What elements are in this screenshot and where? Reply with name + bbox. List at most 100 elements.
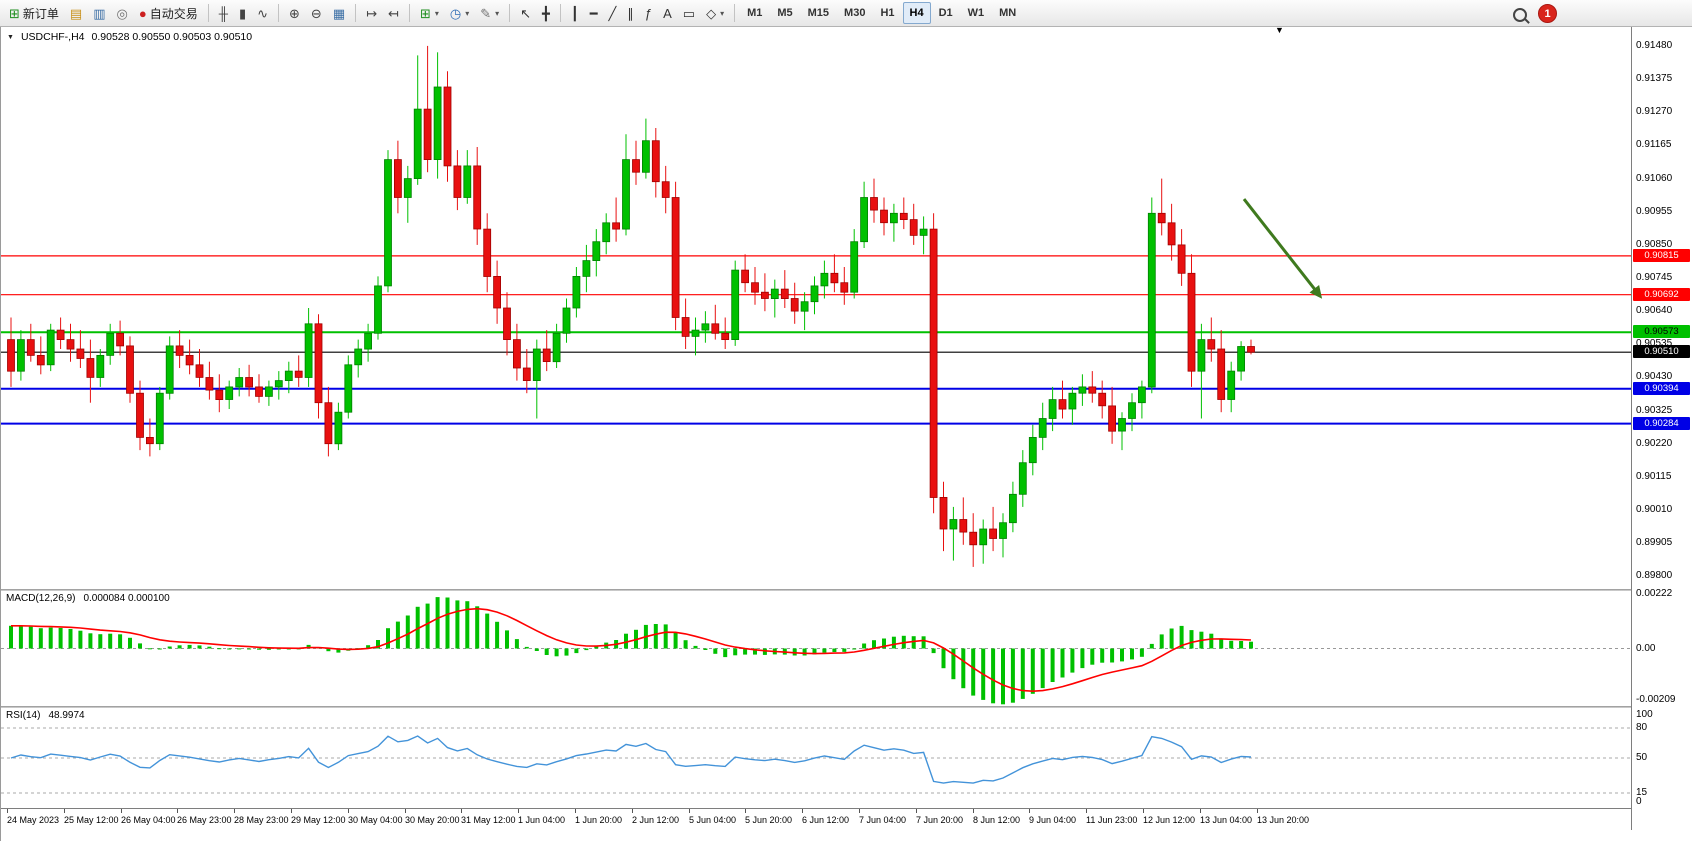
- horizontal-line-icon: ━: [589, 5, 598, 21]
- zoom-out-button[interactable]: ⊖: [306, 1, 327, 25]
- price-line-badge: 0.90692: [1633, 288, 1690, 301]
- profiles-icon: ▤: [69, 5, 83, 21]
- bar-chart-button[interactable]: ╫: [214, 1, 233, 25]
- new-order-button[interactable]: ⊞ 新订单: [4, 1, 64, 25]
- panel-divider[interactable]: [1, 706, 1692, 708]
- label-button[interactable]: ▭: [678, 1, 700, 25]
- timeframe-h4-button[interactable]: H4: [902, 2, 931, 24]
- price-axis-label: 0.91375: [1636, 73, 1673, 84]
- template-button[interactable]: ✎ ▾: [475, 1, 504, 25]
- search-button[interactable]: [1508, 3, 1532, 27]
- tile-windows-button[interactable]: ▦: [328, 1, 350, 25]
- horizontal-price-lines[interactable]: [1, 255, 1631, 425]
- time-axis-label: 2 Jun 12:00: [632, 815, 680, 825]
- zoom-in-icon: ⊕: [289, 5, 300, 21]
- tile-windows-icon: ▦: [332, 5, 346, 21]
- time-tick: [632, 809, 633, 813]
- macd-name: MACD(12,26,9): [6, 593, 76, 604]
- time-tick: [1029, 809, 1030, 813]
- timeframe-m15-button[interactable]: M15: [807, 7, 830, 19]
- chart-shift-icon: ↤: [388, 5, 399, 21]
- vertical-line-button[interactable]: ┃: [566, 1, 584, 25]
- time-axis-label: 24 May 2023: [7, 815, 60, 825]
- chart-shift-button[interactable]: ↤: [383, 1, 404, 25]
- time-tick: [575, 809, 576, 813]
- profiles-button[interactable]: ▤: [65, 1, 87, 25]
- fibonacci-icon: ƒ: [644, 5, 653, 21]
- price-chart: [1, 45, 1631, 567]
- shapes-button[interactable]: ◇ ▾: [701, 1, 729, 25]
- channel-icon: ∥: [627, 5, 634, 21]
- rsi-value: 48.9974: [48, 710, 85, 721]
- market-watch-icon: ▥: [93, 5, 106, 21]
- new-chart-button[interactable]: ⊞ ▾: [415, 1, 444, 25]
- channel-button[interactable]: ∥: [622, 1, 639, 25]
- panel-divider[interactable]: [1, 589, 1692, 591]
- cursor-button[interactable]: ↖: [515, 1, 536, 25]
- timeframe-d1-button[interactable]: D1: [938, 7, 953, 19]
- vertical-line-icon: ┃: [570, 5, 579, 21]
- template-icon: ✎: [480, 5, 492, 21]
- period-button[interactable]: ◷ ▾: [445, 1, 474, 25]
- macd-values: 0.000084 0.000100: [83, 593, 170, 604]
- candles: [7, 45, 1255, 567]
- toolbar-separator: [355, 4, 357, 22]
- zoom-out-icon: ⊖: [310, 5, 322, 21]
- time-axis-label: 8 Jun 12:00: [973, 815, 1021, 825]
- crosshair-icon: ╋: [542, 5, 550, 21]
- rsi-line: [10, 735, 1252, 784]
- macd-axis-label: 0.00: [1636, 643, 1656, 654]
- notification-badge[interactable]: 1: [1538, 4, 1557, 23]
- chart-top-marker-icon[interactable]: ▼: [1275, 27, 1284, 35]
- chart-title: ▼ USDCHF-,H4 0.90528 0.90550 0.90503 0.9…: [7, 31, 252, 43]
- crosshair-button[interactable]: ╋: [537, 1, 555, 25]
- period-icon: ◷: [449, 5, 462, 21]
- navigator-button[interactable]: ◎: [112, 1, 133, 25]
- timeframe-m5-button[interactable]: M5: [777, 7, 793, 19]
- rsi-axis-label: 15: [1636, 787, 1648, 798]
- time-axis-label: 28 May 23:00: [234, 815, 289, 825]
- text-button[interactable]: A: [658, 1, 677, 25]
- auto-scroll-button[interactable]: ↦: [361, 1, 382, 25]
- auto-scroll-icon: ↦: [366, 5, 378, 21]
- price-axis-label: 0.90850: [1636, 239, 1673, 250]
- rsi-axis-label: 0: [1636, 796, 1642, 807]
- price-axis-label: 0.91270: [1636, 106, 1673, 117]
- price-axis-label: 0.90745: [1636, 272, 1673, 283]
- time-axis[interactable]: 24 May 2023 25 May 12:00 26 May 04:00 26 Ma…: [1, 808, 1692, 841]
- time-tick: [689, 809, 690, 813]
- market-watch-button[interactable]: ▥: [88, 1, 110, 25]
- timeframe-m30-button[interactable]: M30: [844, 7, 866, 19]
- dropdown-arrow-icon: ▾: [465, 8, 470, 18]
- time-tick: [1143, 809, 1144, 813]
- price-line-badge: 0.90510: [1633, 345, 1690, 358]
- toolbar-separator: [559, 4, 561, 22]
- time-axis-label: 13 Jun 04:00: [1200, 815, 1253, 825]
- price-axis[interactable]: 0.91480 0.91375 0.91270 0.91165 0.91060 0.909…: [1631, 27, 1692, 830]
- zoom-in-button[interactable]: ⊕: [284, 1, 305, 25]
- chart-symbol-period: USDCHF-,H4: [20, 31, 85, 43]
- rsi-axis-label: 100: [1636, 709, 1653, 720]
- timeframe-mn-button[interactable]: MN: [999, 7, 1017, 19]
- time-axis-label: 7 Jun 04:00: [859, 815, 907, 825]
- rsi-panel: RSI(14) 48.9974: [1, 708, 1631, 808]
- timeframe-w1-button[interactable]: W1: [967, 7, 985, 19]
- time-tick: [7, 809, 8, 813]
- rsi-indicator-label: RSI(14) 48.9974: [6, 710, 85, 721]
- collapse-arrow-icon[interactable]: ▼: [7, 33, 14, 41]
- timeframe-m1-button[interactable]: M1: [747, 7, 763, 19]
- auto-trading-button[interactable]: ● 自动交易: [134, 1, 203, 25]
- line-chart-button[interactable]: ∿: [252, 1, 273, 25]
- label-icon: ▭: [682, 5, 696, 21]
- trend-arrow-annotation[interactable]: [1242, 198, 1323, 299]
- candlestick-chart-button[interactable]: ▮: [234, 1, 251, 25]
- shapes-icon: ◇: [706, 5, 717, 21]
- time-axis-label: 1 Jun 20:00: [575, 815, 623, 825]
- horizontal-line-button[interactable]: ━: [585, 1, 603, 25]
- time-tick: [973, 809, 974, 813]
- fibonacci-button[interactable]: ƒ: [640, 1, 657, 25]
- trendline-button[interactable]: ╱: [604, 1, 622, 25]
- dropdown-arrow-icon: ▾: [720, 8, 725, 18]
- timeframe-h1-button[interactable]: H1: [880, 7, 895, 19]
- toolbar-separator: [408, 4, 410, 22]
